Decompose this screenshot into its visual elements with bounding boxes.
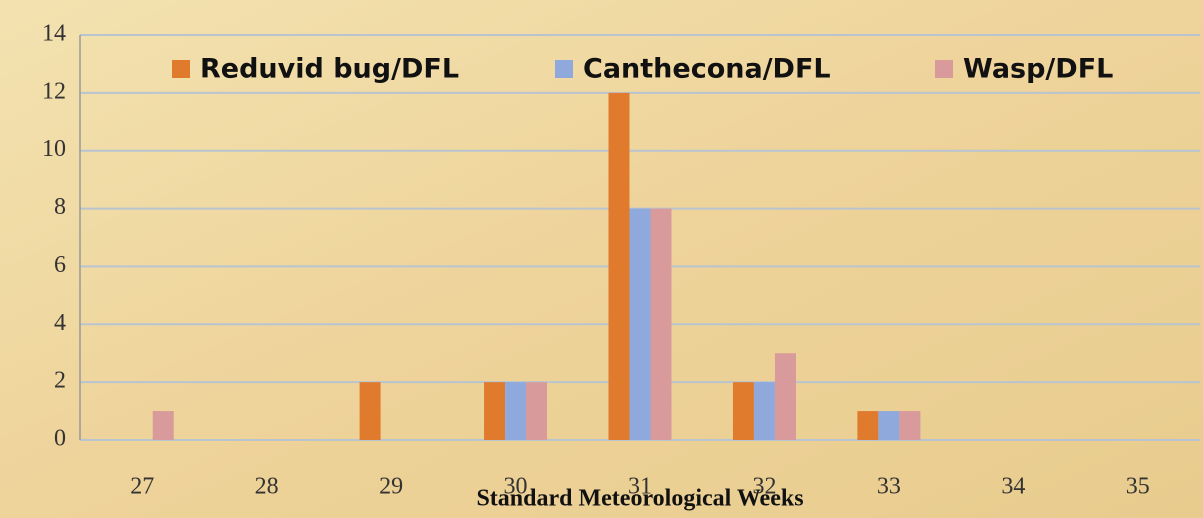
legend-label: Reduvid bug/DFL bbox=[200, 54, 459, 85]
x-tick-label: 27 bbox=[130, 474, 154, 500]
x-tick-label: 29 bbox=[379, 474, 403, 500]
bar bbox=[484, 382, 506, 440]
bar bbox=[899, 411, 921, 440]
y-tick-label: 12 bbox=[42, 78, 66, 104]
bar bbox=[359, 382, 381, 440]
bar bbox=[857, 411, 879, 440]
bar bbox=[650, 208, 672, 440]
legend-swatch bbox=[172, 60, 190, 78]
x-tick-label: 33 bbox=[877, 474, 901, 500]
bar bbox=[753, 382, 775, 440]
legend-swatch bbox=[555, 60, 573, 78]
bar bbox=[505, 382, 527, 440]
x-tick-label: 28 bbox=[255, 474, 279, 500]
bar bbox=[526, 382, 548, 440]
y-tick-label: 6 bbox=[54, 252, 66, 278]
bar bbox=[774, 353, 796, 440]
bar bbox=[629, 208, 651, 440]
y-tick-label: 4 bbox=[54, 310, 66, 336]
bar bbox=[732, 382, 754, 440]
y-tick-label: 14 bbox=[42, 21, 66, 47]
bar bbox=[878, 411, 900, 440]
y-tick-label: 8 bbox=[54, 194, 66, 220]
legend-swatch bbox=[935, 60, 953, 78]
y-tick-label: 2 bbox=[54, 368, 66, 394]
bar bbox=[152, 411, 174, 440]
x-tick-label: 35 bbox=[1126, 474, 1150, 500]
x-tick-label: 31 bbox=[628, 474, 652, 500]
x-tick-label: 32 bbox=[752, 474, 776, 500]
y-tick-label: 10 bbox=[42, 136, 66, 162]
legend-label: Canthecona/DFL bbox=[583, 54, 831, 85]
x-tick-label: 30 bbox=[504, 474, 528, 500]
x-tick-label: 34 bbox=[1001, 474, 1025, 500]
bar bbox=[608, 92, 630, 440]
x-axis-label: Standard Meteorological Weeks bbox=[476, 486, 803, 512]
legend-label: Wasp/DFL bbox=[963, 54, 1113, 85]
y-tick-label: 0 bbox=[54, 426, 66, 452]
